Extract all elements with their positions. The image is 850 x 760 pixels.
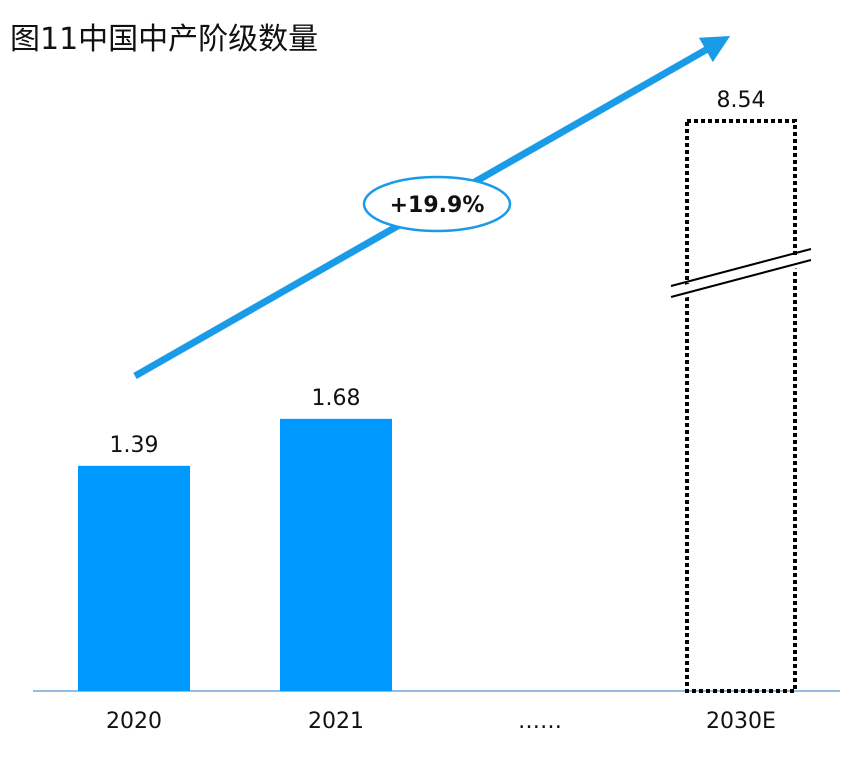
bar-projected-2030E <box>685 119 797 693</box>
x-tick-label: …… <box>518 709 562 734</box>
bar-2021 <box>280 418 392 691</box>
growth-rate-label: +19.9% <box>390 193 485 218</box>
x-tick-label: 2030E <box>706 709 776 734</box>
growth-ellipse <box>362 175 512 233</box>
axis-break-line <box>670 248 812 287</box>
x-tick-label: 2021 <box>308 709 364 734</box>
data-label-2021: 1.68 <box>312 386 361 411</box>
data-label-2030E: 8.54 <box>717 88 766 113</box>
bar-2020 <box>78 465 190 691</box>
data-label-2020: 1.39 <box>110 433 159 458</box>
x-tick-label: 2020 <box>106 709 162 734</box>
axis-break-gap <box>669 251 813 302</box>
chart-title: 图11中国中产阶级数量 <box>10 22 319 57</box>
axis-break-line <box>670 259 812 298</box>
